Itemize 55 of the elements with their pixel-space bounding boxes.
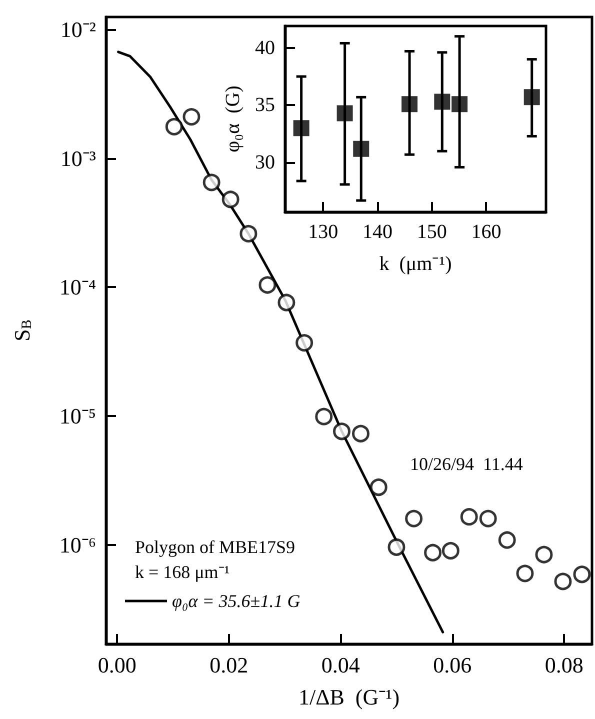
point <box>278 294 296 312</box>
y-tick-label: 10⁻⁵ <box>59 404 96 429</box>
point <box>498 531 516 549</box>
x-axis-title: 1/ΔB (G⁻¹) <box>298 684 400 710</box>
x-tick-label: 130 <box>308 221 338 243</box>
legend-label: φ₀α = 35.6±1.1 G <box>172 591 300 611</box>
point <box>452 96 468 112</box>
point <box>222 190 240 208</box>
x-tick-label: 140 <box>362 221 392 243</box>
x-tick-label: 0.04 <box>321 652 360 678</box>
x-tick-label: 150 <box>416 221 447 243</box>
y-axis-title: SB <box>10 320 35 342</box>
point <box>240 224 258 242</box>
annotation: k = 168 μm⁻¹ <box>135 562 230 582</box>
y-tick-label: 40 <box>255 36 275 59</box>
point <box>388 538 406 556</box>
y-tick-label: 10⁻⁴ <box>59 274 96 300</box>
point <box>405 510 423 528</box>
x-tick-label: 0.02 <box>210 652 248 678</box>
point <box>573 566 591 584</box>
point <box>165 118 183 136</box>
point <box>424 544 442 562</box>
x-tick-label: 0.08 <box>544 652 584 678</box>
point <box>402 96 418 112</box>
point <box>516 564 534 582</box>
y-axis-title: φ₀α (G) <box>222 86 244 152</box>
point <box>554 572 572 590</box>
point <box>296 334 314 352</box>
point <box>442 542 460 560</box>
y-tick-label: 10⁻⁶ <box>59 532 96 558</box>
x-tick-label: 0.00 <box>98 652 136 678</box>
point <box>333 422 350 440</box>
point <box>370 478 388 496</box>
point <box>182 108 200 126</box>
point <box>535 546 553 564</box>
y-tick-label: 35 <box>255 94 275 116</box>
x-tick-label: 160 <box>471 221 502 243</box>
point <box>353 140 370 157</box>
point <box>293 120 310 136</box>
annotation: 10/26/94 11.44 <box>410 454 523 474</box>
point <box>202 174 220 192</box>
y-tick-label: 10⁻² <box>60 16 96 42</box>
point <box>460 508 478 526</box>
y-tick-label: 10⁻³ <box>60 146 96 171</box>
point <box>524 89 540 106</box>
x-tick-label: 0.06 <box>433 652 472 678</box>
point <box>258 276 276 294</box>
point <box>479 510 497 528</box>
y-tick-label: 30 <box>255 152 275 174</box>
point <box>336 105 353 122</box>
point <box>315 408 333 426</box>
annotation: Polygon of MBE17S9 <box>135 537 296 557</box>
point <box>434 94 450 110</box>
x-axis-title: k (μm⁻¹) <box>379 253 452 275</box>
point <box>352 424 370 442</box>
